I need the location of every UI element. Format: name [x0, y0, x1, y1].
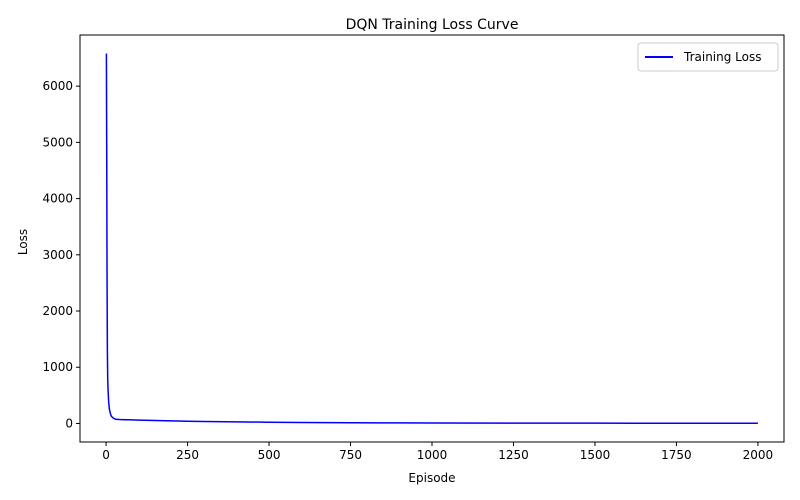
- y-axis-label: Loss: [16, 229, 30, 255]
- y-tick-label: 5000: [42, 135, 73, 149]
- x-tick-label: 2000: [743, 448, 774, 462]
- y-axis: 0 1000 2000 3000 4000 5000 6000: [42, 79, 80, 430]
- plot-frame: [79, 34, 785, 443]
- x-axis: 0 250 500 750 1000 1250 1500 1750 2000: [102, 442, 773, 462]
- x-tick-label: 1750: [661, 448, 692, 462]
- series-layer: [105, 53, 758, 425]
- x-tick-label: 250: [176, 448, 199, 462]
- series-line-training-loss: [105, 53, 758, 425]
- y-tick-label: 0: [65, 416, 73, 430]
- y-tick-label: 6000: [42, 79, 73, 93]
- y-tick-label: 1000: [42, 360, 73, 374]
- x-tick-label: 1000: [417, 448, 448, 462]
- legend-label: Training Loss: [683, 50, 761, 64]
- y-tick-label: 2000: [42, 304, 73, 318]
- x-tick-label: 1250: [498, 448, 529, 462]
- chart-title: DQN Training Loss Curve: [346, 17, 519, 33]
- x-tick-label: 500: [258, 448, 281, 462]
- x-tick-label: 0: [102, 448, 110, 462]
- x-axis-label: Episode: [408, 471, 455, 485]
- legend-box: [637, 42, 779, 72]
- legend: Training Loss: [637, 42, 779, 72]
- y-tick-label: 3000: [42, 248, 73, 262]
- x-tick-label: 750: [339, 448, 362, 462]
- y-tick-label: 4000: [42, 192, 73, 206]
- x-tick-label: 1500: [580, 448, 611, 462]
